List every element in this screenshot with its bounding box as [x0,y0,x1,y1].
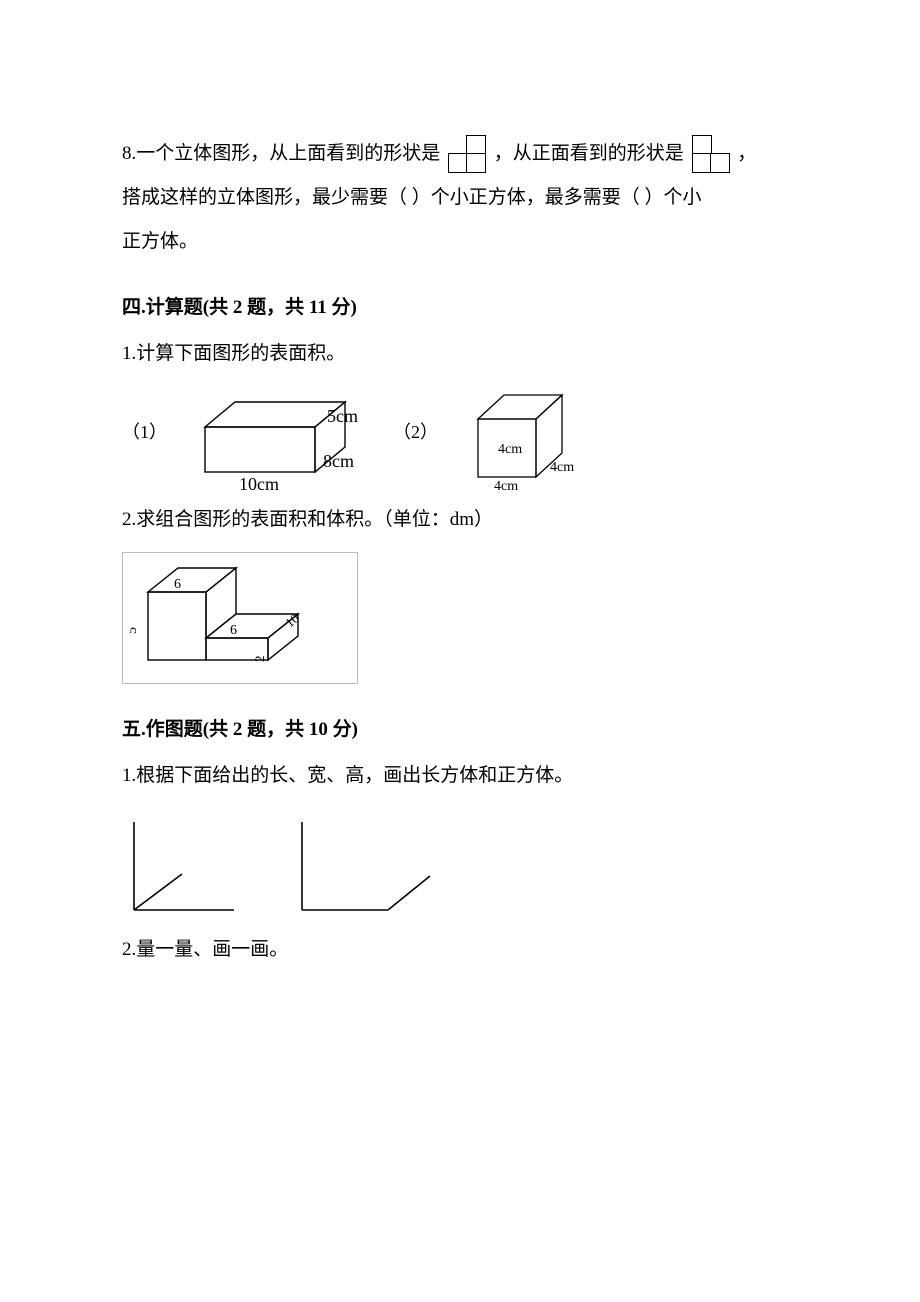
cube-figure: 4cm 4cm 4cm [466,387,586,492]
cube-c: 4cm [494,479,518,492]
composite-figure-wrap: 6 5 6 10 2 [122,552,358,684]
sub1-label: （1） [122,414,167,466]
cuboid-h: 5cm [327,406,358,426]
comp-small-h: 2 [252,656,267,663]
section5-heading: 五.作图题(共 2 题，共 10 分) [122,710,798,750]
axes-2 [290,814,440,924]
comp-front-6: 6 [230,623,237,638]
cube-a: 4cm [498,442,522,457]
section4-heading: 四.计算题(共 2 题，共 11 分) [122,288,798,328]
q8-line1: 8.一个立体图形，从上面看到的形状是 ，从正面看到的形状是 ， [122,134,798,174]
q8-mid: ，从正面看到的形状是 [494,143,684,164]
q8-after: ， [737,143,756,164]
axes-row [122,814,798,924]
sub2-label: （2） [393,414,438,466]
q8-line3: 正方体。 [122,222,798,262]
cube-b: 4cm [550,460,574,475]
axes-1 [122,814,262,924]
front-view-shape [692,135,730,173]
top-view-shape [448,135,486,173]
q8-line2: 搭成这样的立体图形，最少需要（ ）个小正方体，最多需要（ ）个小 [122,178,798,218]
s5-q2: 2.量一量、画一画。 [122,930,798,970]
s4-q1: 1.计算下面图形的表面积。 [122,334,798,374]
cuboid-l: 10cm [239,474,279,492]
comp-top-6: 6 [174,577,181,592]
comp-h-5: 5 [130,627,140,634]
q8-prefix: 8.一个立体图形，从上面看到的形状是 [122,143,440,164]
composite-figure: 6 5 6 10 2 [130,558,350,678]
cuboid-w: 8cm [323,451,354,471]
s5-q1: 1.根据下面给出的长、宽、高，画出长方体和正方体。 [122,756,798,796]
s4-q2: 2.求组合图形的表面积和体积。（单位：dm） [122,500,798,540]
cuboid-figure: 5cm 8cm 10cm [195,392,365,492]
s4-figure-row: （1） 5cm 8cm 10cm （2） 4cm 4cm 4cm [122,387,798,492]
